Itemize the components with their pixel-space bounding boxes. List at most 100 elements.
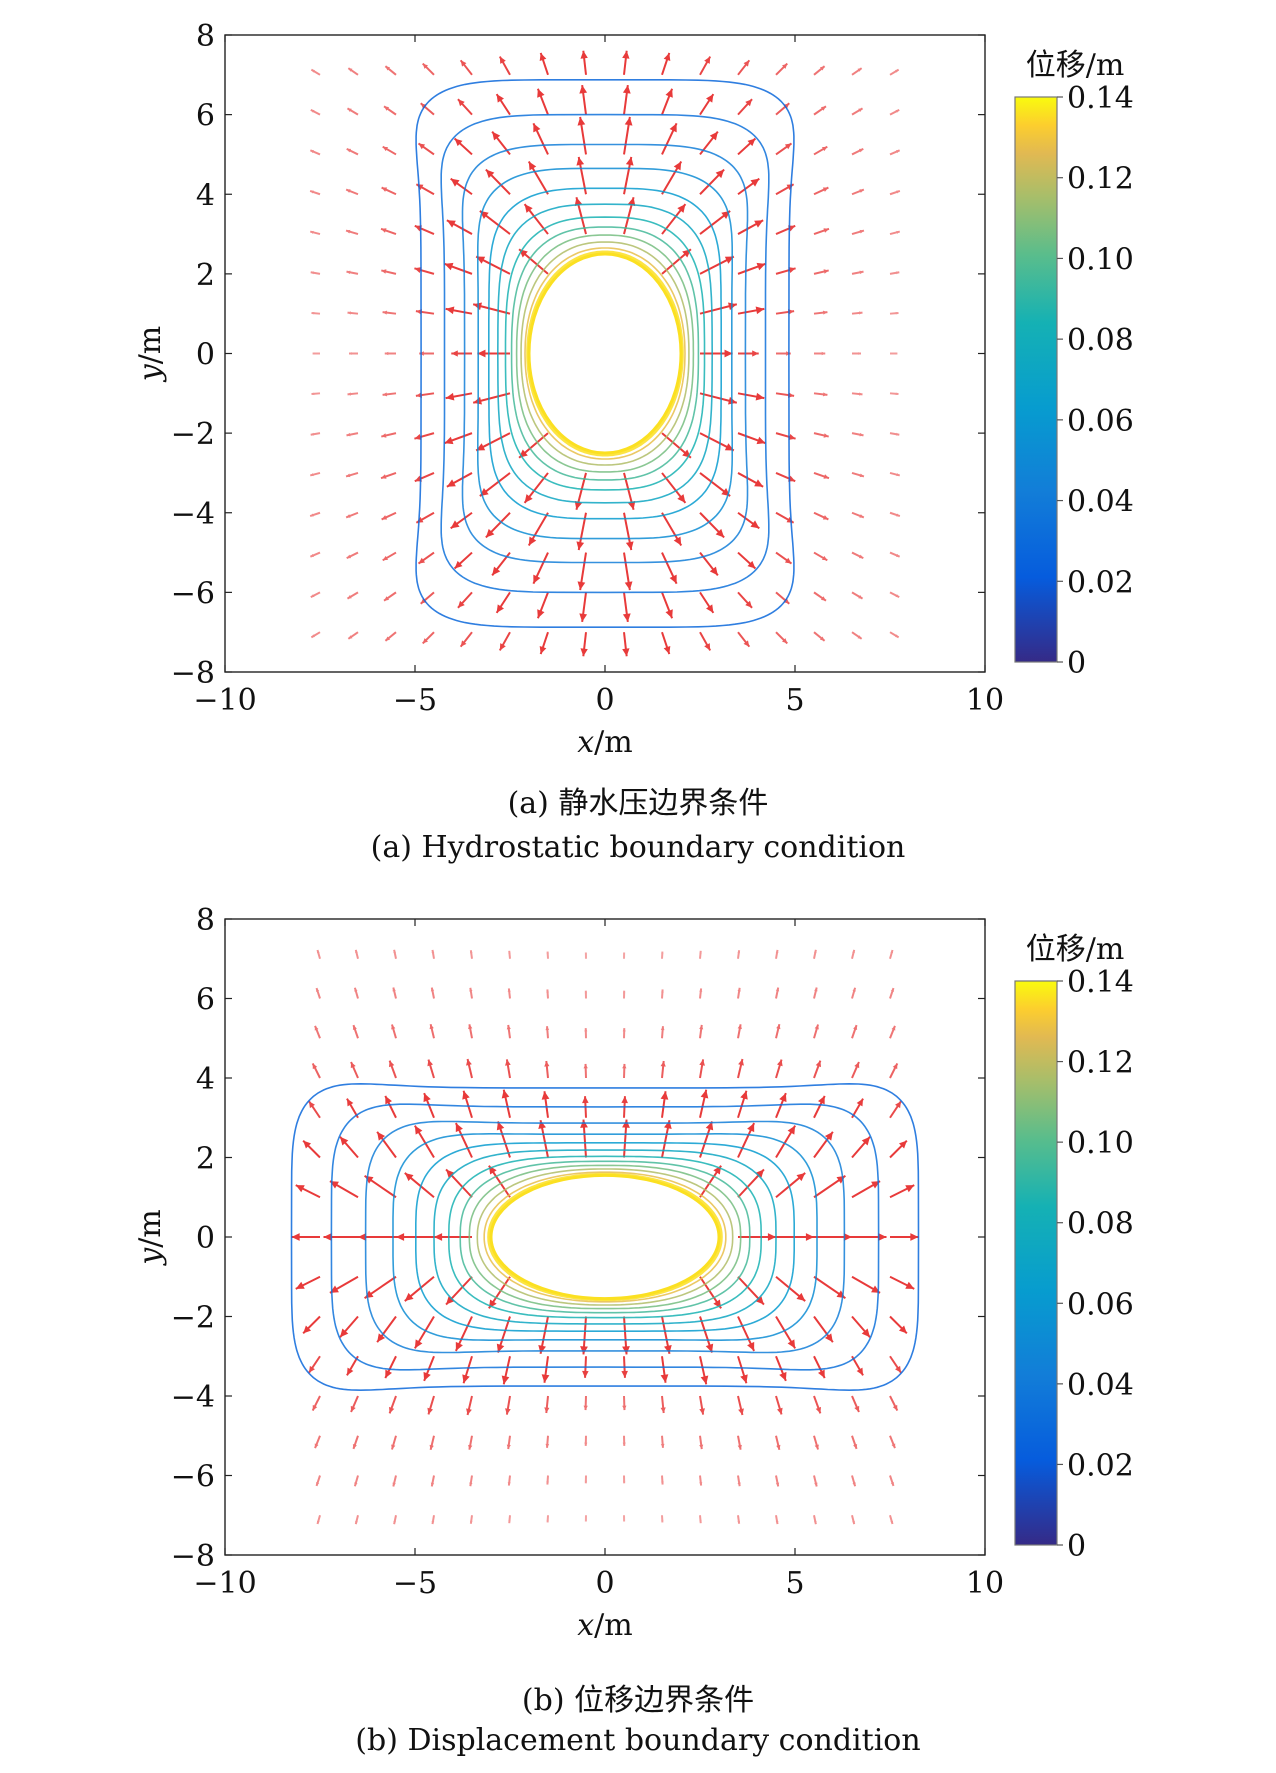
vector-arrow [508,950,511,959]
vector-arrow [737,392,765,401]
vector-arrow [429,1023,435,1039]
vector-arrow [404,1172,435,1199]
vector-arrow [813,1515,817,1525]
vector-arrow [507,988,511,999]
vector-arrow [737,987,741,999]
vector-arrow [813,310,828,315]
vector-arrow [813,1095,826,1119]
vector-arrow [339,1136,359,1159]
vector-arrow [349,352,358,355]
vector-arrow [622,84,631,115]
colorbar-tick-label: 0.12 [1067,1046,1134,1081]
vector-arrow [813,1275,846,1299]
vector-arrow [346,591,359,600]
vector-arrow [660,1091,669,1118]
vector-arrow [661,552,678,585]
vector-arrow [350,1395,359,1413]
vector-arrow [890,1233,919,1241]
vector-arrow [813,1131,834,1159]
vector-arrow [660,1395,666,1414]
vector-arrow [661,1515,664,1523]
vector-arrow [495,591,511,614]
vector-arrow [430,1475,435,1487]
y-tick-label: 6 [196,99,215,134]
vector-arrow [308,1355,321,1374]
vector-arrow [699,1475,703,1486]
vector-arrow [851,1515,856,1525]
vector-arrow [434,1233,472,1241]
vector-arrow [388,1395,397,1414]
vector-arrow [699,1395,705,1415]
y-tick-label: −6 [171,1460,215,1495]
vector-arrow [584,952,587,959]
contour-line [330,1103,880,1371]
vector-arrow [468,1435,473,1450]
vector-arrow [381,511,397,521]
vector-arrow [392,987,397,999]
vector-arrow [775,1395,783,1415]
vector-arrow [430,987,435,999]
vector-arrow [661,160,683,195]
vector-arrow [350,1061,359,1079]
vector-arrow [347,631,359,640]
vector-arrow [622,1028,626,1039]
vector-arrow [488,1165,511,1198]
vector-arrow [422,62,435,76]
vector-arrow [699,950,702,959]
vector-arrow [699,1316,714,1353]
vector-arrow [813,1475,818,1487]
colorbar-tick-label: 0.02 [1067,565,1134,600]
vector-arrow [314,1025,321,1039]
vector-arrow [383,591,397,602]
vector-arrow [309,230,321,236]
vector-arrow [775,1435,781,1451]
vector-arrow [491,130,511,156]
vector-arrow [414,432,435,440]
vector-arrow [382,310,397,315]
x-axis-label: x/m [577,725,632,760]
vector-arrow [444,262,473,275]
vector-arrow [477,349,510,358]
vector-arrow [491,551,511,577]
vector-arrow [466,1395,473,1416]
vector-arrow [346,107,359,116]
vector-arrow [544,1060,550,1079]
vector-arrow [851,511,865,519]
colorbar-tick-label: 0.10 [1067,242,1134,277]
vector-arrow [813,392,828,397]
vector-arrow [329,1275,359,1294]
vector-arrow [851,1024,858,1039]
vector-arrow [661,631,671,655]
vector-arrow [661,1475,664,1485]
vector-arrow [427,1059,435,1079]
vector-arrow [538,1316,549,1354]
vector-arrow [889,392,899,396]
vector-arrow [364,1175,397,1199]
vector-arrow [488,1276,511,1309]
vector-arrow [661,1316,672,1354]
vector-arrow [699,168,725,195]
vector-arrow [393,1515,397,1525]
vector-arrow [737,591,753,609]
vector-arrow [384,631,397,642]
vector-arrow [347,392,359,396]
vector-arrow [813,269,829,275]
vector-arrow [466,1058,473,1079]
contour-line [477,167,733,540]
colorbar-label: 位移/m [1026,48,1125,83]
vector-arrow [813,65,826,76]
vector-arrow [475,255,511,275]
vector-arrow [889,1435,896,1449]
panel-hydrostatic: −10 −5 0 5 10 −8 −6 −4 −2 0 2 4 6 8 x/m y/m 位移/m 0 0.02 0.0… [0,0,1276,885]
vector-arrow [775,267,796,275]
vector-arrow [699,1024,704,1039]
vector-arrow [813,987,818,999]
vector-arrow [457,591,473,609]
vector-arrow [775,1023,781,1039]
vector-arrow [380,471,397,480]
vector-arrow [737,1395,744,1416]
vector-arrow [346,270,359,275]
vector-arrow [546,1475,549,1485]
vector-arrow [310,109,321,116]
vector-arrow [889,311,899,315]
